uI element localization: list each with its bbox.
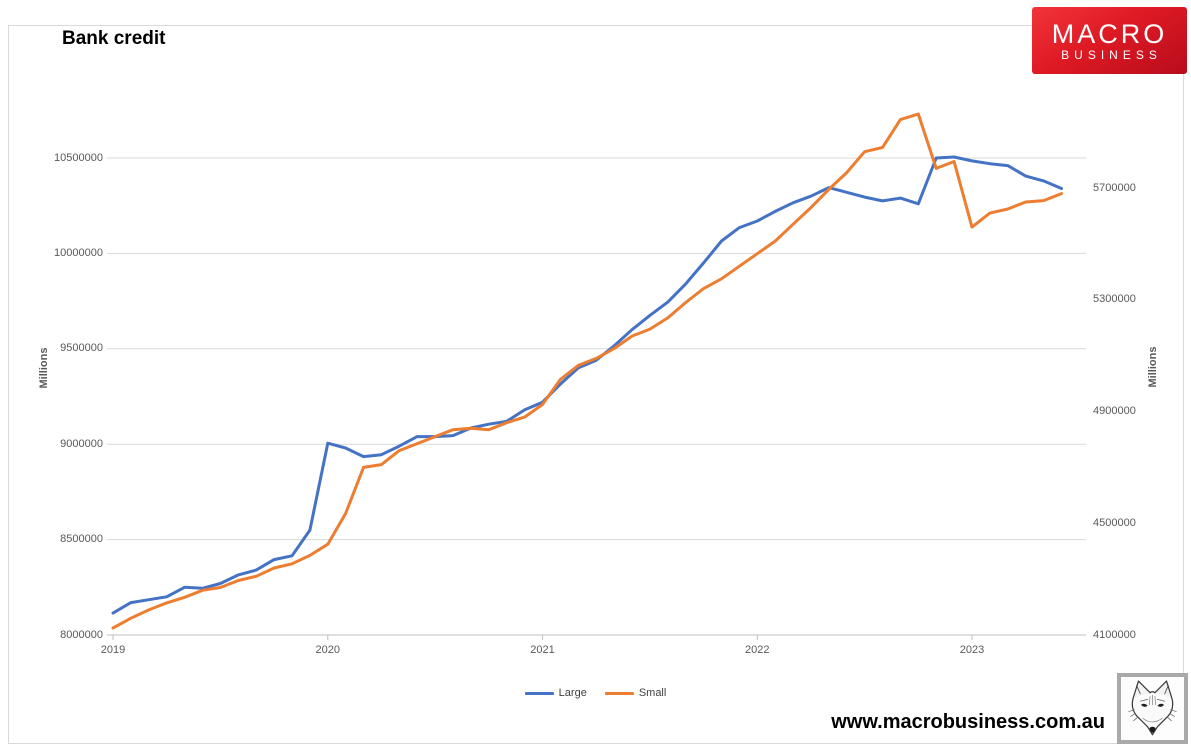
x-axis-tick-label: 2020 [315,644,340,656]
y-axis-tick-label-right: 4900000 [1093,405,1136,417]
y-axis-tick-label-right: 5700000 [1093,181,1136,194]
chart-frame-border [8,25,1184,744]
y-axis-tick-label-left: 9000000 [60,437,103,450]
y-axis-tick-label-left: 8500000 [60,533,103,546]
right-axis-title: Millions [1147,346,1159,388]
y-axis-tick-label-right: 4500000 [1093,516,1136,529]
legend-item-large: Large [524,687,587,699]
logo-text-macro: MACRO [1051,18,1168,49]
legend-line-swatch [524,691,554,695]
y-axis-tick-label-left: 9500000 [60,342,103,355]
series-line-large [111,155,1063,615]
legend-label: Large [558,687,587,699]
series-line-small [111,112,1063,630]
fox-sketch-drawing [1128,680,1177,736]
x-axis-tick-label: 2021 [530,644,555,656]
macrobusiness-logo: MACRO BUSINESS [1032,7,1187,74]
legend-item-small: Small [604,687,667,699]
y-axis-tick-label-right: 4100000 [1093,628,1136,641]
y-axis-tick-label-left: 10000000 [54,246,103,259]
chart-legend: Large Small [0,687,1191,699]
legend-label: Small [638,687,667,699]
logo-text-business: BUSINESS [1061,47,1162,62]
website-url: www.macrobusiness.com.au [831,711,1105,733]
x-axis-tick-label: 2023 [959,644,985,656]
legend-line-swatch [604,691,634,695]
y-axis-tick-label-left: 10500000 [54,151,103,164]
y-axis-tick-label-left: 8000000 [60,628,103,641]
y-axis-tick-label-right: 5300000 [1093,293,1136,306]
fox-sketch-icon [1117,673,1188,744]
left-axis-title: Millions [38,347,50,389]
x-axis-tick-label: 2019 [100,644,126,656]
x-axis-tick-label: 2022 [745,644,770,656]
chart-title: Bank credit [62,28,166,49]
